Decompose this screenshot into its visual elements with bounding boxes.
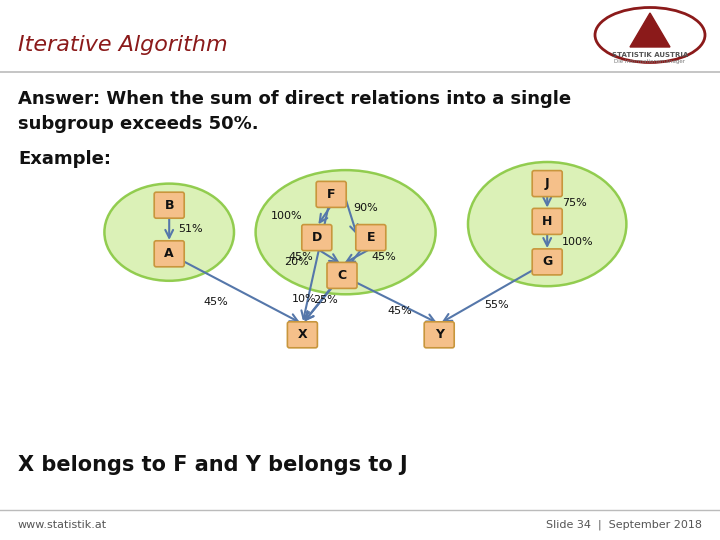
- Text: 51%: 51%: [179, 225, 203, 234]
- Text: B: B: [164, 199, 174, 212]
- Text: Y: Y: [435, 328, 444, 341]
- Text: 45%: 45%: [387, 306, 412, 315]
- Ellipse shape: [104, 184, 234, 281]
- FancyBboxPatch shape: [532, 171, 562, 197]
- Text: X: X: [297, 328, 307, 341]
- Text: C: C: [338, 269, 346, 282]
- Text: 45%: 45%: [372, 252, 396, 261]
- FancyBboxPatch shape: [356, 225, 386, 251]
- Text: X belongs to F and Y belongs to J: X belongs to F and Y belongs to J: [18, 455, 408, 475]
- Text: Iterative Algorithm: Iterative Algorithm: [18, 35, 228, 55]
- FancyBboxPatch shape: [532, 249, 562, 275]
- Text: Answer: When the sum of direct relations into a single: Answer: When the sum of direct relations…: [18, 90, 571, 108]
- FancyBboxPatch shape: [327, 262, 357, 288]
- Text: A: A: [164, 247, 174, 260]
- Text: 20%: 20%: [284, 257, 309, 267]
- Text: 45%: 45%: [204, 298, 228, 307]
- Text: Slide 34  |  September 2018: Slide 34 | September 2018: [546, 519, 702, 530]
- FancyBboxPatch shape: [154, 192, 184, 218]
- Text: www.statistik.at: www.statistik.at: [18, 520, 107, 530]
- FancyBboxPatch shape: [424, 322, 454, 348]
- Text: 25%: 25%: [313, 295, 338, 305]
- Text: 10%: 10%: [292, 294, 316, 303]
- Ellipse shape: [468, 162, 626, 286]
- Text: F: F: [327, 188, 336, 201]
- FancyBboxPatch shape: [316, 181, 346, 207]
- Text: STATISTIK AUSTRIA: STATISTIK AUSTRIA: [612, 52, 688, 58]
- Text: E: E: [366, 231, 375, 244]
- Text: Die Informationsmanager: Die Informationsmanager: [614, 59, 685, 64]
- Ellipse shape: [256, 170, 436, 294]
- FancyBboxPatch shape: [287, 322, 318, 348]
- Text: 75%: 75%: [562, 198, 587, 207]
- Text: 90%: 90%: [353, 203, 378, 213]
- Text: subgroup exceeds 50%.: subgroup exceeds 50%.: [18, 115, 258, 133]
- FancyBboxPatch shape: [302, 225, 332, 251]
- Text: G: G: [542, 255, 552, 268]
- Text: 100%: 100%: [271, 211, 302, 221]
- Text: H: H: [542, 215, 552, 228]
- Text: Example:: Example:: [18, 150, 111, 168]
- FancyBboxPatch shape: [154, 241, 184, 267]
- FancyBboxPatch shape: [532, 208, 562, 234]
- Polygon shape: [630, 13, 670, 47]
- Text: 100%: 100%: [562, 237, 593, 247]
- Ellipse shape: [595, 8, 705, 63]
- Text: J: J: [545, 177, 549, 190]
- Text: 55%: 55%: [485, 300, 509, 310]
- Text: 45%: 45%: [288, 252, 313, 261]
- Text: D: D: [312, 231, 322, 244]
